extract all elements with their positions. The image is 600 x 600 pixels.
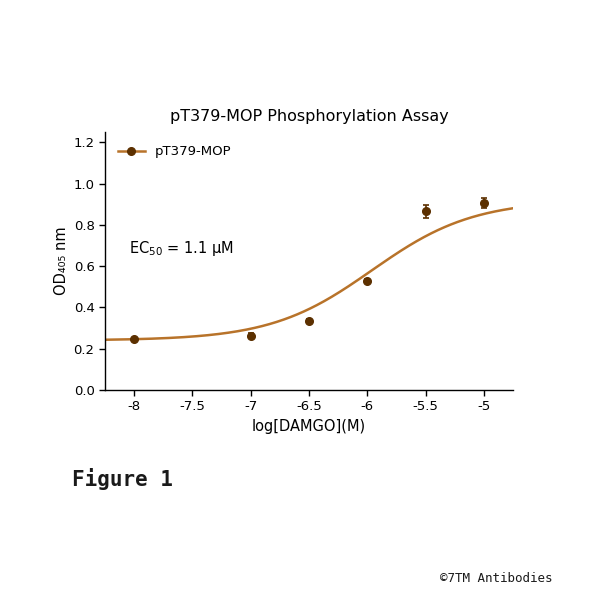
Title: pT379-MOP Phosphorylation Assay: pT379-MOP Phosphorylation Assay	[170, 109, 448, 124]
Text: Figure 1: Figure 1	[72, 468, 173, 490]
Legend: pT379-MOP: pT379-MOP	[112, 139, 238, 165]
Text: ©7TM Antibodies: ©7TM Antibodies	[439, 572, 552, 585]
Y-axis label: OD₄₀₅ nm: OD₄₀₅ nm	[54, 227, 69, 295]
Text: EC$_{50}$ = 1.1 μM: EC$_{50}$ = 1.1 μM	[130, 239, 235, 257]
X-axis label: log[DAMGO](M): log[DAMGO](M)	[252, 419, 366, 434]
